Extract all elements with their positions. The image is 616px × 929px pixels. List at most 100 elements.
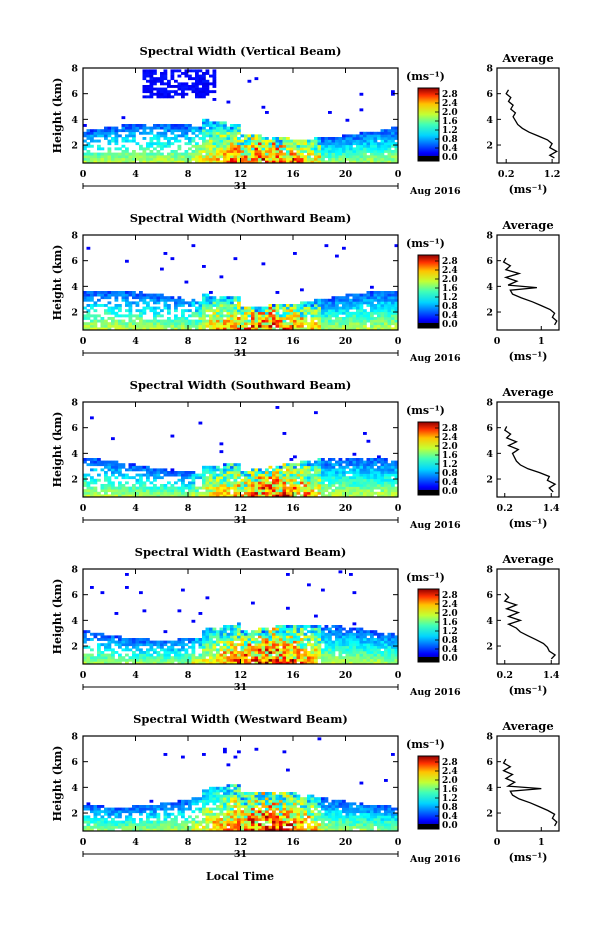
heat-cell — [104, 327, 108, 331]
heat-cell — [286, 486, 290, 490]
heat-cell — [286, 489, 290, 493]
heat-cell — [219, 134, 224, 138]
heat-cell — [93, 820, 98, 824]
heat-cell — [370, 484, 374, 487]
heat-cell — [338, 463, 343, 467]
heat-cell — [195, 661, 199, 665]
heat-cell — [184, 72, 189, 75]
heat-cell — [93, 823, 98, 827]
heat-cell — [363, 460, 367, 464]
heat-cell — [212, 69, 217, 73]
heat-cell — [338, 319, 343, 323]
heat-cell — [370, 291, 374, 294]
heat-cell — [146, 489, 150, 493]
heat-cell — [163, 486, 168, 490]
heat-cell — [184, 476, 189, 480]
heat-cell — [93, 327, 98, 331]
heat-cell — [324, 656, 329, 660]
heat-cell — [328, 327, 332, 331]
heat-cell — [125, 324, 129, 328]
heat-cell — [240, 653, 245, 657]
heat-cell — [314, 322, 318, 326]
heat-cell — [345, 489, 350, 493]
heat-cell — [272, 327, 276, 331]
heat-cell — [223, 131, 227, 135]
heat-cell — [377, 150, 381, 153]
y-tick-label: 4 — [71, 449, 78, 460]
heat-cell — [342, 304, 346, 307]
heat-cell — [338, 322, 343, 326]
heat-cell — [331, 491, 336, 495]
heat-cell — [125, 327, 129, 331]
heat-cell — [317, 627, 322, 631]
heat-cell — [233, 653, 238, 657]
heat-cell — [300, 322, 304, 326]
heat-cell — [205, 468, 210, 472]
heat-cell — [394, 635, 399, 639]
heat-cell — [223, 155, 227, 159]
heat-cell — [356, 486, 360, 490]
heat-cell — [335, 304, 339, 307]
heat-cell — [111, 291, 115, 294]
heat-cell — [370, 134, 374, 138]
heat-cell — [359, 640, 364, 644]
heat-cell — [174, 322, 178, 326]
heat-cell — [345, 139, 350, 143]
heat-cell — [272, 150, 276, 153]
heat-cell — [174, 124, 178, 127]
heat-cell — [293, 632, 297, 636]
heat-cell — [275, 147, 280, 151]
heat-cell — [345, 465, 350, 469]
heat-cell — [202, 789, 206, 793]
heat-cell — [366, 473, 371, 477]
heat-cell — [219, 317, 224, 320]
heat-cell — [370, 322, 374, 326]
heat-cell — [184, 825, 189, 829]
heat-cell — [240, 815, 245, 819]
x-tick-label: 12 — [234, 670, 247, 681]
heat-cell — [219, 139, 224, 143]
heat-cell — [188, 322, 192, 326]
heat-cell — [356, 460, 360, 464]
heat-cell — [296, 157, 301, 161]
profile-x-tick-label: 0 — [494, 336, 501, 347]
heat-cell — [174, 324, 178, 328]
heat-cell — [209, 306, 213, 310]
heat-cell — [317, 643, 322, 647]
heat-cell — [338, 324, 343, 328]
heat-cell — [174, 653, 178, 657]
heat-cell — [289, 476, 294, 480]
heat-cell — [167, 298, 171, 302]
heat-cell — [261, 481, 266, 485]
heat-cell — [160, 489, 164, 493]
heat-cell — [114, 134, 119, 138]
heat-cell — [149, 319, 154, 323]
heat-cell — [247, 645, 252, 649]
heat-cell — [216, 786, 220, 790]
heat-cell — [233, 755, 238, 759]
heat-cell — [205, 301, 210, 305]
heat-cell — [226, 789, 231, 793]
heat-cell — [373, 651, 378, 654]
heat-cell — [384, 134, 388, 138]
heat-cell — [328, 645, 332, 649]
heat-cell — [282, 309, 287, 313]
heat-cell — [125, 586, 129, 589]
heat-cell — [317, 465, 322, 469]
heat-cell — [209, 301, 213, 305]
heat-cell — [174, 481, 178, 485]
heat-cell — [356, 463, 360, 467]
heat-cell — [97, 458, 101, 461]
heat-cell — [258, 137, 262, 140]
heat-cell — [174, 319, 178, 323]
colorbar-tick-label: 2.8 — [442, 424, 458, 434]
heat-cell — [363, 147, 367, 151]
heat-cell — [391, 317, 395, 320]
heat-cell — [114, 810, 119, 814]
heat-cell — [237, 139, 241, 143]
colorbar-tick-label: 1.2 — [442, 460, 458, 470]
heat-cell — [321, 142, 325, 146]
heat-cell — [324, 638, 329, 641]
heat-cell — [282, 473, 287, 477]
heat-cell — [170, 85, 175, 88]
